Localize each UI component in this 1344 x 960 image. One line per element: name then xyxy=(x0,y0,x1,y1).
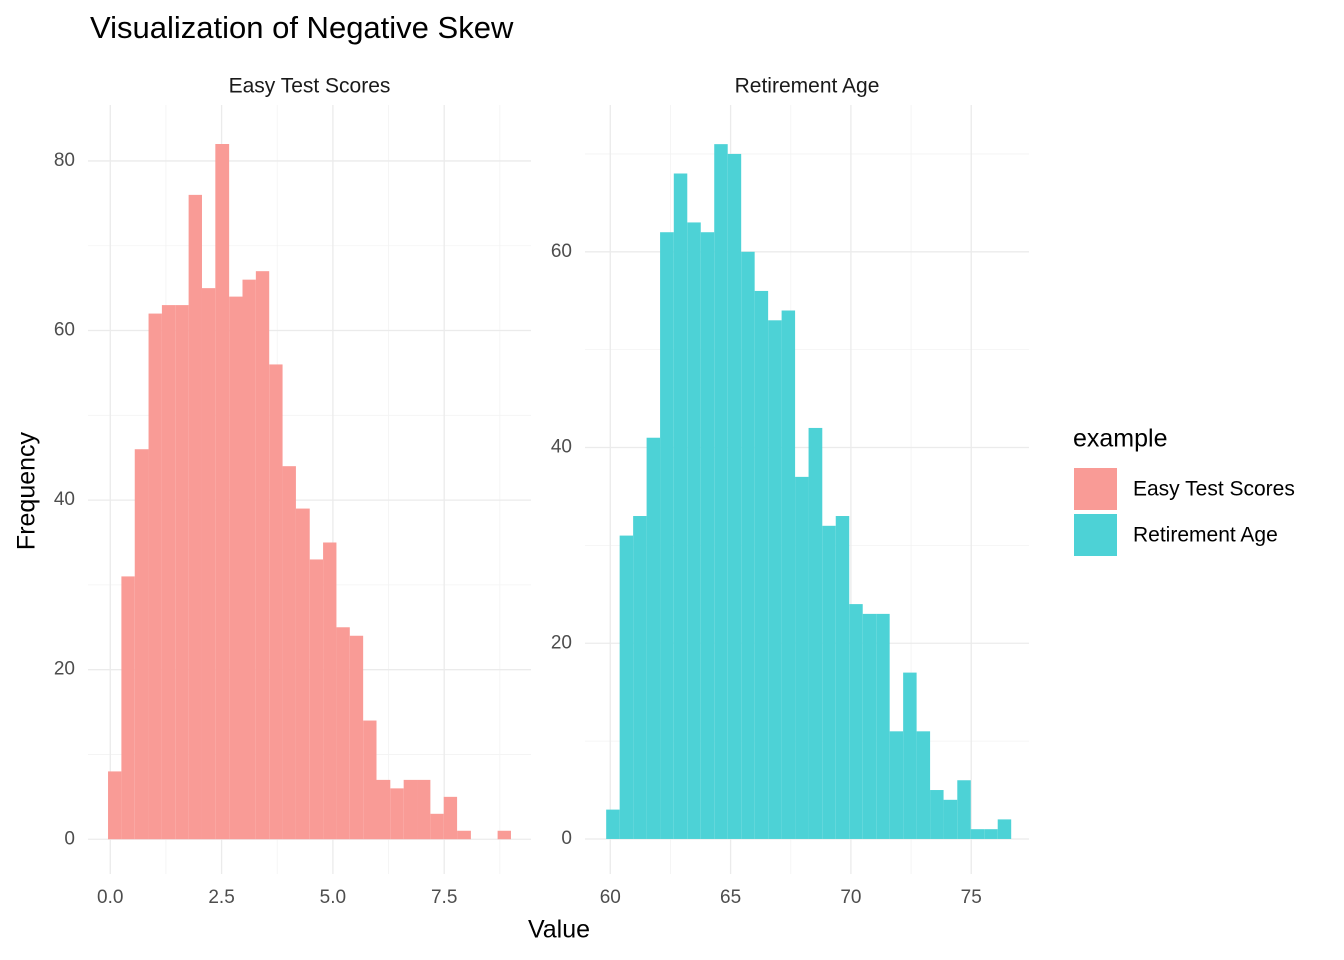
histogram-bar xyxy=(269,364,283,840)
histogram-bar xyxy=(984,829,998,839)
y-axis-label: Frequency xyxy=(13,431,41,550)
histogram-bar xyxy=(714,144,728,839)
x-tick-label: 65 xyxy=(720,887,741,908)
histogram-bar xyxy=(390,788,404,840)
histogram-bar xyxy=(633,516,647,839)
x-tick-label: 60 xyxy=(600,887,621,908)
histogram-bar xyxy=(889,731,904,839)
y-tick-label: 40 xyxy=(54,489,75,510)
histogram-bar xyxy=(835,516,850,839)
histogram-bar xyxy=(457,830,471,840)
facet-title: Easy Test Scores xyxy=(229,75,391,98)
histogram-bar xyxy=(862,613,877,839)
histogram-bar xyxy=(727,153,742,839)
x-tick-label: 75 xyxy=(961,887,982,908)
histogram-bar xyxy=(255,271,270,840)
x-tick-label: 2.5 xyxy=(208,887,234,908)
y-tick-label: 40 xyxy=(551,437,572,458)
histogram-bar xyxy=(282,466,296,840)
histogram-bar xyxy=(188,194,202,840)
histogram-bar xyxy=(606,809,620,839)
y-tick-label: 60 xyxy=(54,320,75,341)
y-tick-label: 80 xyxy=(54,150,75,171)
histogram-bar xyxy=(295,508,310,840)
histogram-bar xyxy=(175,305,189,840)
x-tick-label: 0.0 xyxy=(97,887,123,908)
x-axis-label: Value xyxy=(528,916,590,944)
histogram-bar xyxy=(376,779,391,840)
legend-label: Retirement Age xyxy=(1133,524,1278,547)
histogram-bar xyxy=(229,296,243,840)
histogram-bar xyxy=(970,829,985,839)
histogram-bar xyxy=(336,627,350,840)
histogram-bar xyxy=(660,232,674,839)
histogram-bar xyxy=(323,542,337,840)
histogram-bar xyxy=(781,310,796,839)
histogram-bar xyxy=(700,232,715,839)
y-tick-label: 20 xyxy=(551,632,572,653)
histogram-bar xyxy=(849,604,863,839)
histogram-bar xyxy=(646,437,661,839)
y-tick-label: 0 xyxy=(64,828,75,849)
legend-title: example xyxy=(1073,425,1168,453)
x-tick-label: 5.0 xyxy=(320,887,346,908)
y-tick-label: 60 xyxy=(551,241,572,262)
x-tick-label: 70 xyxy=(840,887,861,908)
histogram-bar xyxy=(349,635,364,840)
histogram-bar xyxy=(417,779,431,840)
histogram-bar xyxy=(768,320,782,839)
histogram-bar xyxy=(795,476,809,839)
legend-label: Easy Test Scores xyxy=(1133,478,1295,501)
histogram-bar xyxy=(430,813,444,840)
y-tick-label: 0 xyxy=(561,828,572,849)
facet-title: Retirement Age xyxy=(735,75,880,98)
histogram-bar xyxy=(903,672,917,839)
histogram-bar xyxy=(930,790,944,839)
histogram-bar xyxy=(134,449,149,840)
x-tick-label: 7.5 xyxy=(431,887,457,908)
histogram-bar xyxy=(916,731,931,839)
histogram-bar xyxy=(161,305,176,840)
histogram-bar xyxy=(443,796,458,840)
histogram-bar xyxy=(242,279,256,840)
histogram-bar xyxy=(309,559,324,840)
histogram-bar xyxy=(619,535,634,839)
histogram-bar xyxy=(741,251,755,839)
histogram-bar xyxy=(403,779,418,840)
histogram-bar xyxy=(876,613,890,839)
histogram-bar xyxy=(201,288,216,840)
histogram-bar xyxy=(673,173,688,839)
y-tick-label: 20 xyxy=(54,659,75,680)
histogram-bar xyxy=(363,720,377,840)
histogram-bar xyxy=(497,830,511,840)
histogram-bar xyxy=(808,427,823,839)
histogram-bar xyxy=(108,771,122,840)
legend-key xyxy=(1074,514,1117,556)
legend-key xyxy=(1074,468,1117,510)
chart-title: Visualization of Negative Skew xyxy=(90,10,514,45)
histogram-bar xyxy=(943,799,958,839)
histogram-bar xyxy=(822,525,836,839)
histogram-bar xyxy=(215,144,230,840)
histogram-bar xyxy=(148,313,162,840)
histogram-bar xyxy=(121,576,135,840)
histogram-bar xyxy=(687,222,701,839)
histogram-bar xyxy=(957,780,971,839)
histogram-bar xyxy=(997,819,1012,839)
histogram-bar xyxy=(754,290,769,839)
